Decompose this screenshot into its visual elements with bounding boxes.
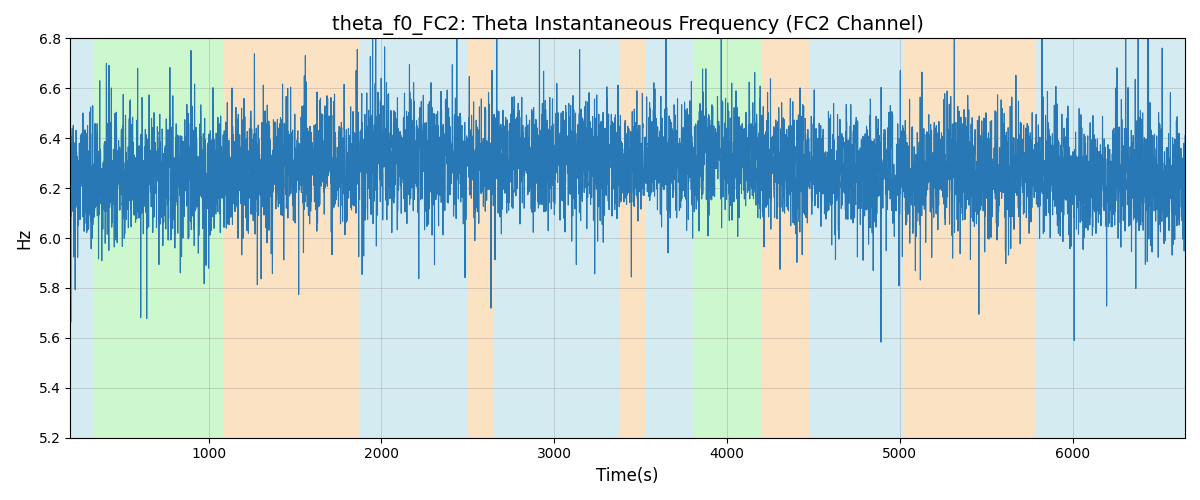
Bar [620,38,646,438]
X-axis label: Time(s): Time(s) [596,467,659,485]
Y-axis label: Hz: Hz [14,228,32,248]
Bar [493,38,620,438]
Bar [224,38,359,438]
Bar [468,38,493,438]
Bar [904,38,1034,438]
Title: theta_f0_FC2: Theta Instantaneous Frequency (FC2 Channel): theta_f0_FC2: Theta Instantaneous Freque… [331,15,924,35]
Bar [692,38,762,438]
Bar [92,38,224,438]
Bar [1034,38,1186,438]
Bar [359,38,468,438]
Bar [646,38,692,438]
Bar [762,38,810,438]
Bar [810,38,904,438]
Bar [71,38,92,438]
